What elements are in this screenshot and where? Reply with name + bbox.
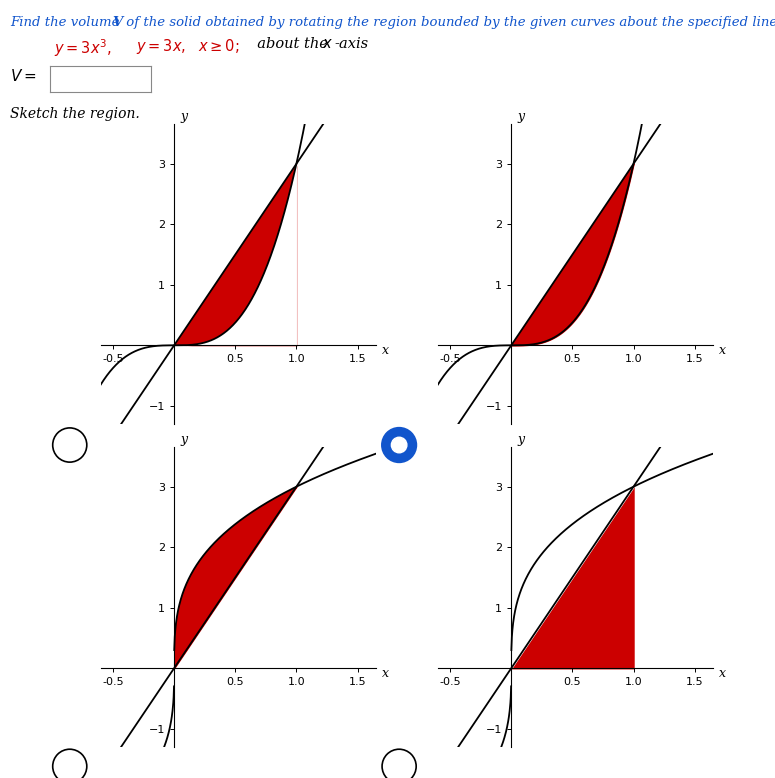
Text: of the solid obtained by rotating the region bounded by the given curves about t: of the solid obtained by rotating the re… <box>122 16 775 29</box>
Text: y: y <box>518 433 525 446</box>
Text: Find the volume: Find the volume <box>10 16 124 29</box>
Text: $x \geq 0;$: $x \geq 0;$ <box>198 37 239 55</box>
Text: about the: about the <box>248 37 332 51</box>
Text: x: x <box>719 345 726 357</box>
Text: x: x <box>382 345 389 357</box>
Text: $V =$: $V =$ <box>10 68 36 85</box>
Text: Sketch the region.: Sketch the region. <box>10 107 139 121</box>
Text: -axis: -axis <box>335 37 369 51</box>
Text: x: x <box>719 668 726 680</box>
Text: V: V <box>112 16 122 29</box>
Text: y: y <box>181 433 188 446</box>
Text: x: x <box>382 668 389 680</box>
Text: y: y <box>518 110 525 123</box>
Text: $y = 3x,$: $y = 3x,$ <box>136 37 186 56</box>
Text: $x$: $x$ <box>322 37 332 51</box>
Text: y: y <box>181 110 188 123</box>
Text: $y = 3x^3,$: $y = 3x^3,$ <box>54 37 112 59</box>
